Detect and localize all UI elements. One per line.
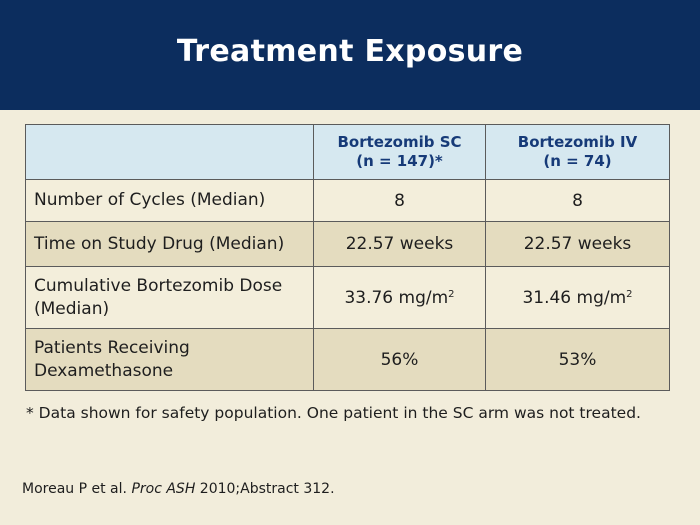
citation-journal: Proc ASH: [131, 481, 196, 497]
row-label-line-2: (Median): [34, 298, 110, 319]
table-row: Time on Study Drug (Median) 22.57 weeks …: [25, 221, 670, 267]
unit-exponent: 2: [626, 288, 633, 300]
row-label-line-1: Cumulative Bortezomib Dose: [34, 275, 283, 296]
column-header-sc: Bortezomib SC (n = 147)*: [313, 124, 486, 180]
column-header-sc-n: (n = 147)*: [356, 152, 443, 170]
sc-value: 56%: [313, 328, 486, 391]
row-label: Number of Cycles (Median): [25, 179, 314, 222]
table-row: Cumulative Bortezomib Dose (Median) 33.7…: [25, 266, 670, 329]
row-label-line-2: Dexamethasone: [34, 360, 174, 381]
column-header-sc-name: Bortezomib SC: [337, 133, 462, 151]
slide-title: Treatment Exposure: [176, 34, 524, 69]
footnote: * Data shown for safety population. One …: [26, 404, 641, 422]
sc-value: 8: [313, 179, 486, 222]
unit-exponent: 2: [448, 288, 455, 300]
row-label-line-1: Patients Receiving: [34, 337, 190, 358]
column-header-iv: Bortezomib IV (n = 74): [485, 124, 670, 180]
title-banner: [0, 0, 700, 110]
row-label: Time on Study Drug (Median): [25, 221, 314, 267]
column-header-iv-name: Bortezomib IV: [517, 133, 638, 151]
table-header-row: Bortezomib SC (n = 147)* Bortezomib IV (…: [25, 124, 670, 180]
sc-dose-value: 33.76 mg/m: [344, 287, 449, 308]
table-row: Number of Cycles (Median) 8 8: [25, 179, 670, 222]
iv-value: 8: [485, 179, 670, 222]
iv-value: 22.57 weeks: [485, 221, 670, 267]
citation-authors: Moreau P et al.: [22, 481, 127, 497]
treatment-exposure-table: Bortezomib SC (n = 147)* Bortezomib IV (…: [25, 124, 670, 391]
row-label: Cumulative Bortezomib Dose (Median): [25, 266, 314, 329]
iv-value: 53%: [485, 328, 670, 391]
citation-detail: 2010;Abstract 312.: [199, 481, 335, 497]
sc-value: 33.76 mg/m2: [313, 266, 486, 329]
iv-value: 31.46 mg/m2: [485, 266, 670, 329]
column-header-iv-n: (n = 74): [543, 152, 612, 170]
header-empty-cell: [25, 124, 314, 180]
iv-dose-value: 31.46 mg/m: [522, 287, 627, 308]
table-row: Patients Receiving Dexamethasone 56% 53%: [25, 328, 670, 391]
row-label: Patients Receiving Dexamethasone: [25, 328, 314, 391]
sc-value: 22.57 weeks: [313, 221, 486, 267]
citation: Moreau P et al. Proc ASH 2010;Abstract 3…: [22, 481, 335, 497]
